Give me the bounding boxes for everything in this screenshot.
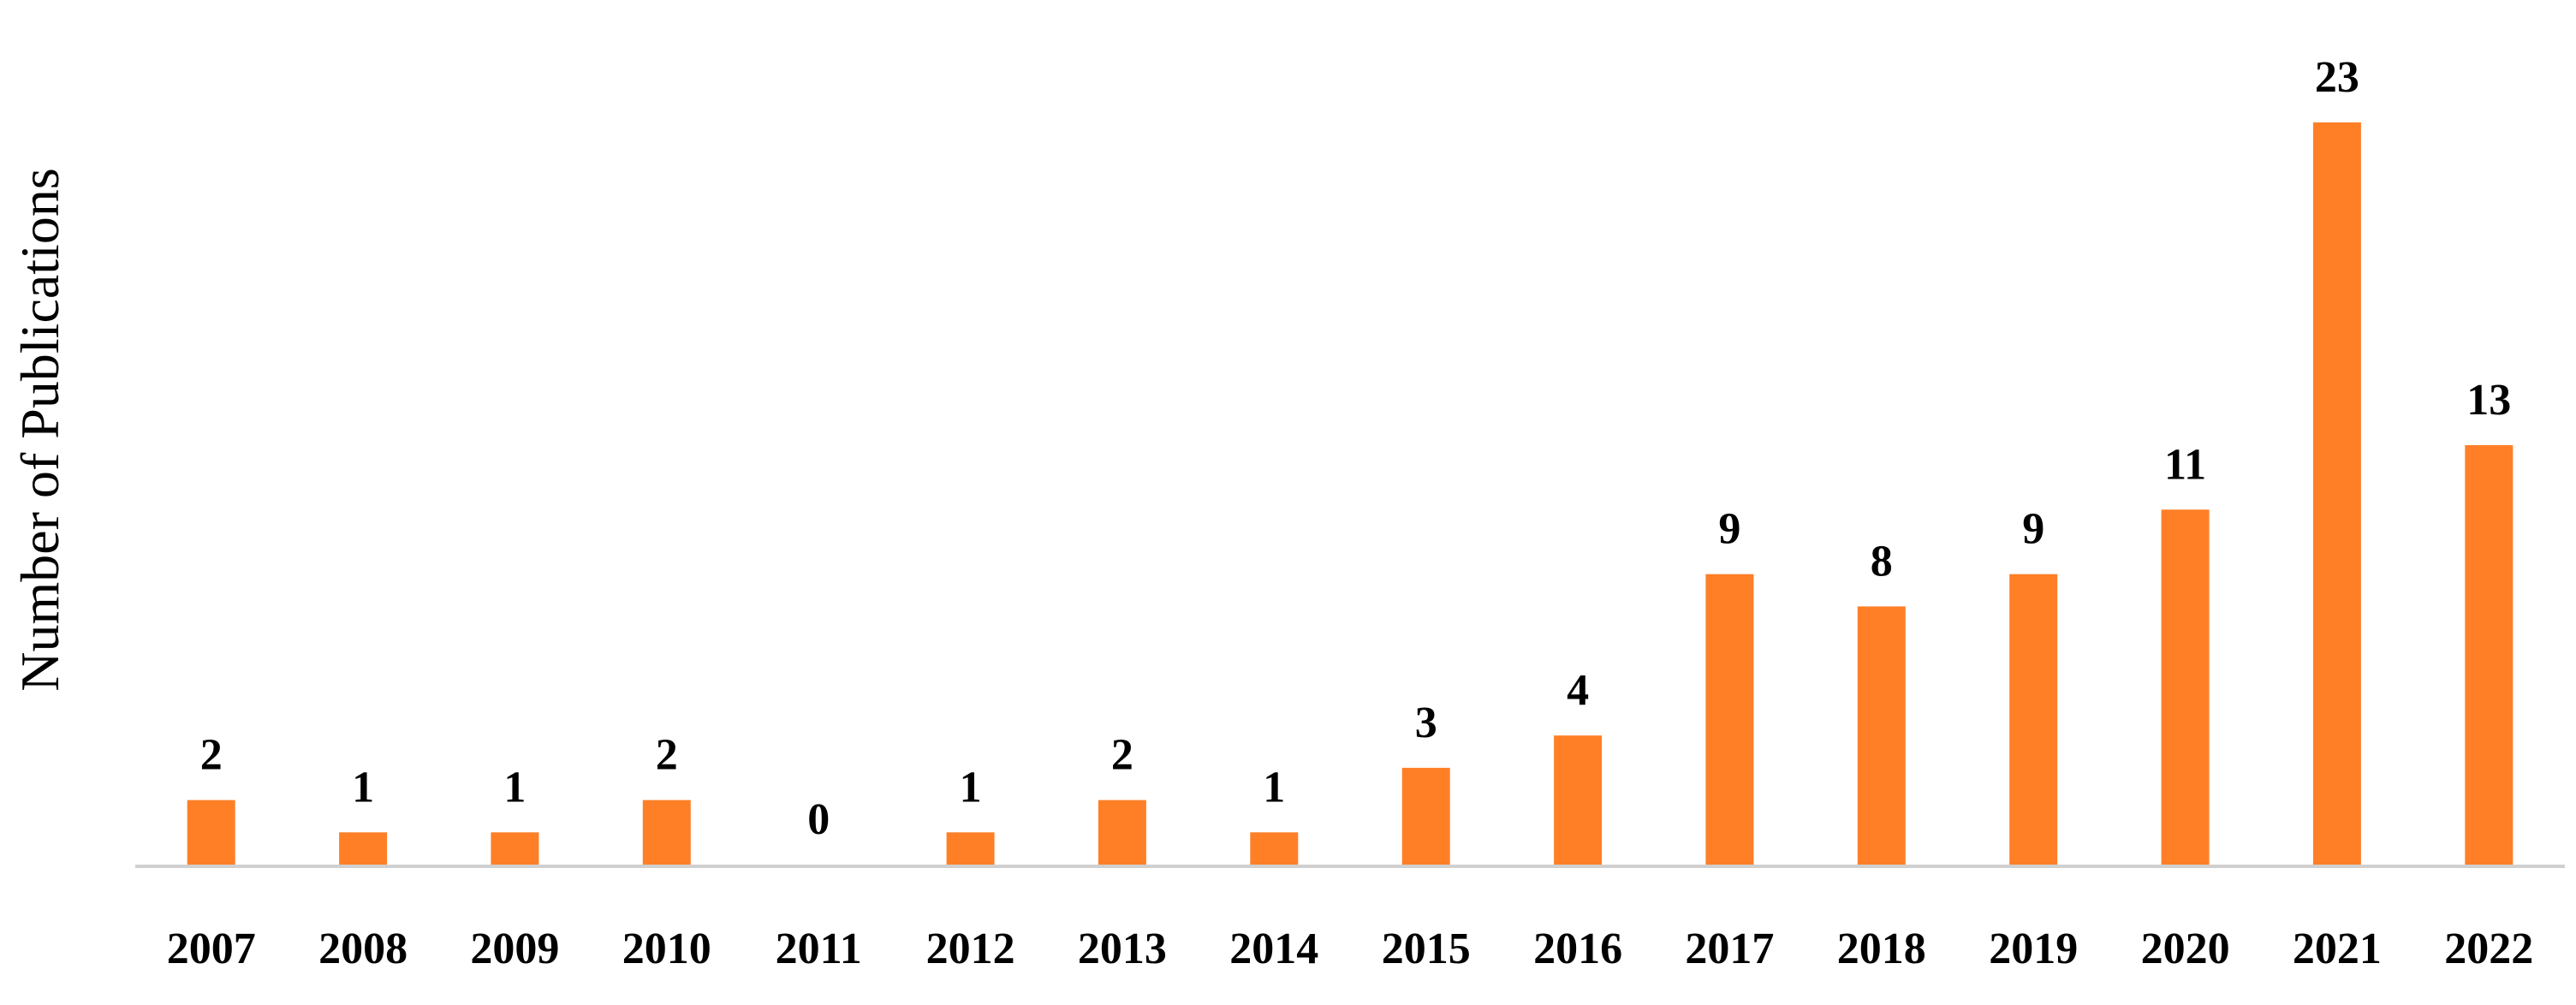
bar-2012 <box>946 832 995 865</box>
x-tick-label-2013: 2013 <box>1078 925 1167 973</box>
bar-2015 <box>1401 767 1450 865</box>
data-label-2011: 0 <box>807 795 830 844</box>
x-tick-label-2008: 2008 <box>318 925 408 973</box>
x-tick-label-2016: 2016 <box>1533 925 1622 973</box>
data-label-2014: 1 <box>1263 763 1285 812</box>
bar-2008 <box>339 832 388 865</box>
x-tick-labels: 2007 2008 2009 2010 2011 2012 2013 2014 2015 2016… <box>167 925 2534 973</box>
y-axis-label: Number of Publications <box>9 168 70 691</box>
data-label-2016: 4 <box>1567 666 1589 715</box>
x-tick-label-2014: 2014 <box>1229 925 1318 973</box>
data-label-2021: 23 <box>2315 53 2359 102</box>
bar-2013 <box>1098 800 1146 865</box>
bar-2021 <box>2312 122 2361 865</box>
x-tick-label-2012: 2012 <box>926 925 1015 973</box>
data-label-2019: 9 <box>2022 505 2044 554</box>
x-tick-label-2022: 2022 <box>2444 925 2533 973</box>
x-tick-label-2017: 2017 <box>1685 925 1774 973</box>
bars <box>187 122 2514 865</box>
bar-2022 <box>2465 445 2514 865</box>
data-label-2020: 11 <box>2164 440 2206 489</box>
x-tick-label-2007: 2007 <box>167 925 256 973</box>
x-tick-label-2019: 2019 <box>1989 925 2078 973</box>
data-label-2013: 2 <box>1111 731 1133 780</box>
bar-2014 <box>1250 832 1299 865</box>
x-tick-label-2015: 2015 <box>1382 925 1471 973</box>
data-label-2007: 2 <box>200 731 223 780</box>
x-tick-label-2020: 2020 <box>2141 925 2230 973</box>
x-tick-label-2021: 2021 <box>2293 925 2382 973</box>
data-label-2008: 1 <box>352 763 374 812</box>
bar-2020 <box>2161 509 2210 865</box>
data-label-2012: 1 <box>960 763 982 812</box>
x-tick-label-2011: 2011 <box>776 925 862 973</box>
bar-2010 <box>642 800 691 865</box>
data-label-2018: 8 <box>1871 537 1893 586</box>
bar-2019 <box>2009 574 2058 865</box>
data-label-2015: 3 <box>1415 699 1437 747</box>
bar-2007 <box>187 800 235 865</box>
data-label-2022: 13 <box>2466 376 2511 425</box>
x-tick-label-2009: 2009 <box>470 925 559 973</box>
bar-2017 <box>1705 574 1754 865</box>
bar-2009 <box>491 832 539 865</box>
x-tick-label-2018: 2018 <box>1837 925 1926 973</box>
bar-2016 <box>1554 735 1603 865</box>
data-label-2017: 9 <box>1718 505 1740 554</box>
data-label-2010: 2 <box>656 731 678 780</box>
data-label-2009: 1 <box>503 763 526 812</box>
x-tick-label-2010: 2010 <box>622 925 711 973</box>
bar-2018 <box>1857 606 1906 865</box>
